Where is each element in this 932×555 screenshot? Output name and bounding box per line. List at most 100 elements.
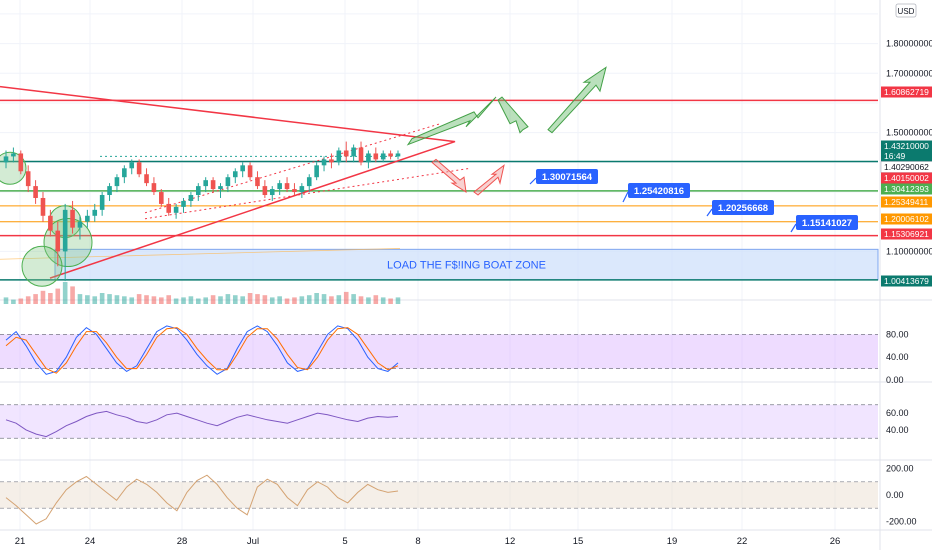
candle-body [329, 159, 334, 163]
green-arrow-up [406, 96, 497, 146]
volume-bar [329, 296, 334, 304]
orange-trendline [0, 248, 401, 260]
volume-bar [166, 295, 172, 304]
price-label: 1.40290062 [884, 162, 929, 172]
volume-bar [40, 290, 46, 304]
red-arrow-up [473, 164, 505, 196]
volume-bar [218, 296, 223, 304]
volume-bar [269, 297, 275, 304]
volume-bar [255, 294, 260, 304]
cci-line [5, 474, 399, 525]
price-tick: 1.50000000 [886, 128, 932, 138]
candle-body [85, 215, 90, 222]
volume-bar [373, 295, 379, 304]
candle-body [129, 162, 135, 169]
volume-bar [366, 297, 371, 304]
volume-bar [151, 296, 157, 304]
time-axis[interactable]: 21 24 28 Jul 5 8 12 15 19 22 26 [0, 529, 932, 547]
volume-bar [11, 299, 16, 304]
target-label-bg [628, 183, 690, 198]
stoch-rsi-tick: 80.00 [886, 329, 909, 339]
volume-bar [62, 282, 68, 304]
volume-bar [181, 297, 186, 304]
candle-body [292, 189, 297, 193]
cci-tick: -200.00 [886, 516, 917, 526]
candle-body [159, 192, 164, 204]
candle-body [336, 150, 342, 163]
price-label: 1.60862719 [884, 87, 929, 97]
candle-body [114, 177, 120, 187]
price-label-time: 16:49 [884, 151, 906, 161]
stoch-rsi-tick: 0.00 [886, 375, 904, 385]
volume-bar [343, 291, 349, 304]
volume-bar [395, 297, 401, 304]
volume-bar [210, 295, 216, 304]
volume-bar [18, 298, 24, 304]
rsi-tick: 60.00 [886, 408, 909, 418]
volume-bar [358, 296, 364, 304]
price-label-bg [881, 196, 932, 208]
target-label: 1.20256668 [718, 203, 768, 214]
volume-bar [70, 286, 75, 304]
candle-body [203, 180, 208, 187]
target-label: 1.15141027 [802, 218, 852, 229]
rsi-tick: 40.00 [886, 425, 909, 435]
volume-bar [284, 298, 290, 304]
volume-bar [33, 294, 38, 304]
candle-body [33, 186, 38, 198]
price-label: 1.20006102 [884, 214, 929, 224]
highlight-circle [21, 245, 63, 287]
time-tick: 28 [177, 536, 188, 547]
candle-body [247, 165, 253, 178]
volume-bar [277, 296, 282, 304]
indicator-panes: 80.00 40.00 0.00 60.00 40.00 200.00 0.00 -200.0… [0, 325, 917, 526]
candle-body [366, 153, 371, 163]
price-label-bg [881, 275, 932, 287]
volume-bar [173, 298, 179, 304]
volume-bar [85, 295, 90, 304]
target-pointer [529, 177, 537, 185]
target-label: 1.25420816 [634, 186, 684, 197]
price-tick: 1.70000000 [886, 68, 932, 78]
green-arrow-down [497, 96, 529, 134]
volume-bar [129, 297, 135, 304]
price-label: 1.15306921 [884, 229, 929, 239]
candle-body [351, 147, 356, 157]
candle-body [48, 215, 53, 231]
volume-bar [136, 294, 142, 304]
volume-bar [144, 295, 149, 304]
target-pointer [706, 208, 713, 217]
volume-bar [122, 296, 127, 304]
cci-tick: 200.00 [886, 464, 914, 474]
volume-bar [336, 295, 342, 304]
volume-bar [314, 293, 319, 304]
price-label: 1.43210000 [884, 141, 929, 151]
candle-body [40, 197, 46, 216]
channel-lower [144, 167, 471, 220]
candle-body [188, 195, 194, 201]
target-label-bg [712, 200, 774, 215]
candle-body [92, 209, 98, 216]
candle-body [173, 206, 179, 213]
volume-bar [262, 295, 268, 304]
target-label-bg [796, 215, 858, 230]
price-label: 1.30412393 [884, 184, 929, 194]
price-label-bg [881, 86, 932, 98]
rsi-line [5, 410, 399, 438]
candle-body [395, 153, 401, 157]
candle-body [388, 153, 393, 157]
volume-bar [159, 297, 164, 304]
candle-body [314, 165, 319, 178]
candle-body [181, 200, 186, 207]
price-axis[interactable]: USD1.900000001.800000001.700000001.50000… [879, 0, 932, 550]
time-tick: 26 [830, 536, 841, 547]
candle-body [122, 168, 127, 178]
target-pointer [622, 191, 629, 203]
volume-bar [99, 293, 105, 304]
cci-tick: 0.00 [886, 490, 904, 500]
stoch-rsi-line [5, 325, 399, 375]
volume-bar [55, 288, 61, 304]
volume-bar [48, 293, 53, 304]
